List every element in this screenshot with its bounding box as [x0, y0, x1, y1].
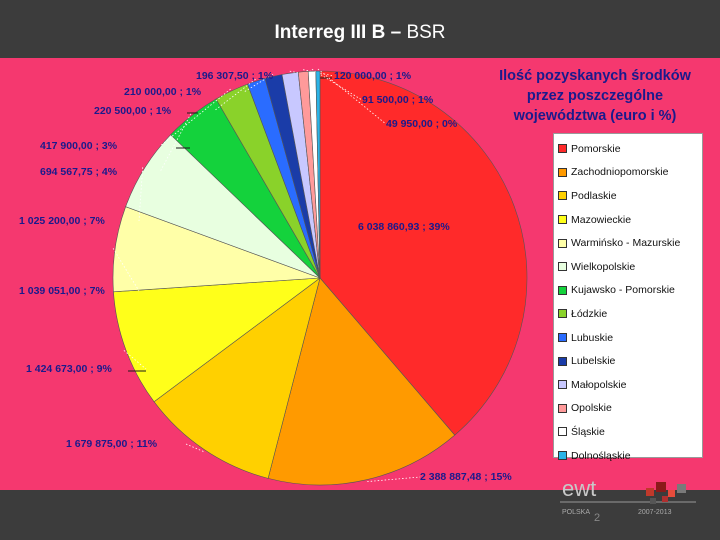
legend-swatch — [558, 309, 567, 319]
legend-label: Podlaskie — [571, 189, 617, 202]
legend-swatch — [558, 144, 567, 154]
data-label-2: 2 388 887,48 ; 15% — [420, 471, 512, 483]
pie-slice-3 — [153, 277, 321, 479]
chart-title-line-3: województwa (euro i %) — [513, 108, 677, 124]
legend-swatch — [558, 215, 567, 225]
legend-swatch — [558, 285, 567, 295]
legend-label: Warmińsko - Mazurskie — [571, 237, 681, 250]
legend-item: Warmińsko - Mazurskie — [558, 231, 698, 255]
legend-swatch — [558, 238, 567, 248]
pie-slice-2 — [267, 277, 456, 486]
leader-line-8 — [159, 88, 231, 147]
data-label-11: 196 307,50 ; 1% — [196, 70, 274, 82]
legend-item: Wielkopolskie — [558, 255, 698, 279]
pie-slice-14 — [315, 70, 321, 279]
legend-label: Dolnośląskie — [571, 449, 631, 462]
leader-line-7 — [159, 113, 192, 173]
legend-item: Podlaskie — [558, 184, 698, 208]
legend-swatch — [558, 167, 567, 177]
legend-label: Lubelskie — [571, 355, 616, 368]
legend-label: Pomorskie — [571, 142, 621, 155]
legend-swatch — [558, 380, 567, 390]
data-label-4: 1 424 673,00 ; 9% — [26, 363, 112, 375]
data-label-7: 694 567,75 ; 4% — [40, 166, 118, 178]
leader-line-10 — [243, 73, 274, 93]
data-label-6: 1 025 200,00 ; 7% — [19, 215, 105, 227]
legend-item: Małopolskie — [558, 373, 698, 397]
legend-swatch — [558, 427, 567, 437]
legend-label: Mazowieckie — [571, 213, 632, 226]
leader-line-14 — [317, 68, 387, 125]
legend-label: Lubuskie — [571, 331, 614, 344]
legend-item: Lubuskie — [558, 326, 698, 350]
data-label-3: 1 679 875,00 ; 11% — [66, 438, 158, 450]
pie-slice-4 — [113, 277, 321, 403]
legend-label: Wielkopolskie — [571, 260, 636, 273]
legend-label: Łódzkie — [571, 307, 608, 320]
legend-label: Opolskie — [571, 402, 612, 415]
data-label-1: 6 038 860,93 ; 39% — [358, 221, 450, 233]
legend-label: Małopolskie — [571, 378, 627, 391]
data-label-10: 210 000,00 ; 1% — [124, 86, 202, 98]
legend-label: Kujawsko - Pomorskie — [571, 284, 675, 297]
chart-title: Ilość pozyskanych środków przez poszczeg… — [482, 66, 708, 126]
legend-swatch — [558, 191, 567, 201]
legend-item: Zachodniopomorskie — [558, 161, 698, 185]
chart-title-line-1: Ilość pozyskanych środków — [499, 68, 691, 84]
data-label-13: 91 500,00 ; 1% — [362, 94, 434, 106]
pie-chart: 6 038 860,93 ; 39% 2 388 887,48 ; 15% 1 67… — [19, 68, 528, 486]
leader-line-5 — [112, 248, 140, 292]
legend-item: Mazowieckie — [558, 208, 698, 232]
legend-label: Zachodniopomorskie — [571, 166, 669, 179]
data-label-5: 1 039 051,00 ; 7% — [19, 285, 105, 297]
chart-panel: 6 038 860,93 ; 39% 2 388 887,48 ; 15% 1 67… — [0, 58, 720, 490]
legend-swatch — [558, 451, 567, 461]
legend-swatch — [558, 403, 567, 413]
legend-item: Śląskie — [558, 420, 698, 444]
slide-title: Interreg III B – BSR — [0, 22, 720, 44]
logo-name: ewt — [562, 476, 596, 501]
data-label-8: 417 900,00 ; 3% — [40, 140, 118, 152]
chart-legend: Pomorskie Zachodniopomorskie Podlaskie Mazo… — [553, 133, 703, 462]
page-number: 2 — [594, 512, 601, 524]
legend-label: Śląskie — [571, 425, 605, 438]
footer-strip — [0, 490, 720, 540]
logo-sub: POLSKA — [562, 509, 590, 516]
legend-item: Pomorskie — [558, 137, 698, 161]
legend-swatch — [558, 333, 567, 343]
logo-years: 2007-2013 — [638, 509, 672, 516]
slide-title-main: Interreg III B — [274, 22, 386, 43]
ewt-logo: ewt POLSKA 2007-2013 — [560, 476, 696, 516]
data-label-9: 220 500,00 ; 1% — [94, 105, 172, 117]
legend-item: Łódzkie — [558, 302, 698, 326]
legend-swatch — [558, 356, 567, 366]
pie-slice-1 — [319, 70, 528, 436]
legend-swatch — [558, 262, 567, 272]
legend-item: Kujawsko - Pomorskie — [558, 279, 698, 303]
legend-item: Opolskie — [558, 397, 698, 421]
leader-line-4 — [123, 350, 147, 370]
legend-item: Lubelskie — [558, 349, 698, 373]
slide-title-sub: BSR — [406, 22, 446, 43]
data-label-12: 120 000,00 ; 1% — [334, 70, 412, 82]
slide-title-dash: – — [385, 22, 407, 43]
data-label-14: 49 950,00 ; 0% — [386, 118, 458, 130]
legend-item: Dolnośląskie — [558, 444, 698, 468]
chart-title-line-2: przez poszczególne — [526, 88, 664, 104]
